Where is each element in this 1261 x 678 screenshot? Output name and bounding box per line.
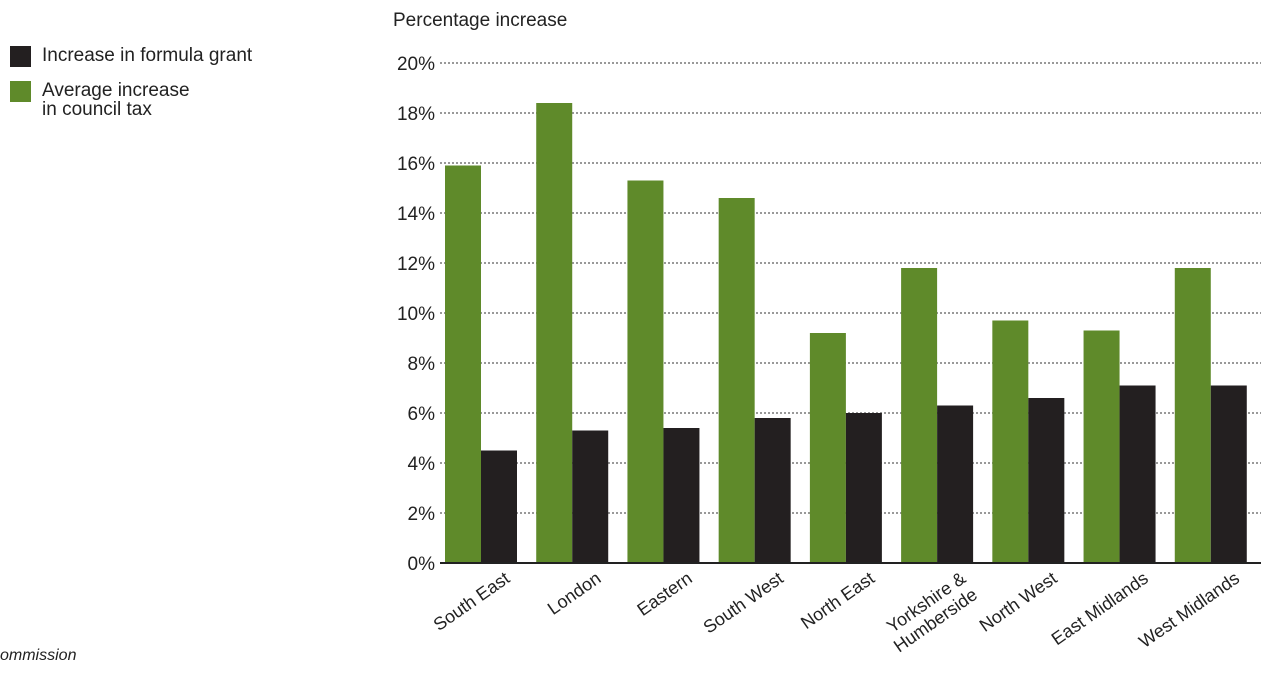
y-tick-label: 6% xyxy=(408,404,436,425)
x-tick-label: North East xyxy=(797,568,878,633)
y-tick-label: 16% xyxy=(397,154,435,175)
x-tick-label-line: South East xyxy=(430,568,514,635)
y-tick-label: 0% xyxy=(408,554,436,575)
bar-formula-grant xyxy=(663,428,700,563)
legend-swatch-formula-grant xyxy=(10,46,31,67)
y-tick-label: 2% xyxy=(408,504,436,525)
bar-council-tax xyxy=(1083,330,1120,563)
x-tick-label: West Midlands xyxy=(1135,568,1243,652)
bar-council-tax xyxy=(445,165,481,563)
bar-formula-grant xyxy=(1119,385,1156,563)
bar-council-tax xyxy=(718,198,755,563)
source-note: ommission xyxy=(0,647,77,664)
x-tick-label-line: South West xyxy=(700,568,787,638)
x-tick-label: North West xyxy=(976,568,1061,636)
x-tick-label: Yorkshire &Humberside xyxy=(878,568,980,656)
x-tick-label-line: West Midlands xyxy=(1135,568,1243,652)
bar-council-tax xyxy=(901,268,938,563)
legend-label-formula-grant: Increase in formula grant xyxy=(42,45,253,66)
x-tick-label: London xyxy=(544,568,605,619)
bar-formula-grant xyxy=(845,413,882,563)
legend-item-council-tax: Average increase in council tax xyxy=(10,81,302,119)
y-tick-label: 20% xyxy=(397,54,435,75)
bar-formula-grant xyxy=(1028,398,1065,563)
y-tick-label: 18% xyxy=(397,104,435,125)
legend-label-council-tax-line-2: in council tax xyxy=(42,99,152,120)
x-tick-label-line: North West xyxy=(976,568,1061,636)
bar-formula-grant xyxy=(572,430,609,563)
x-tick-label-line: North East xyxy=(797,568,878,633)
bar-formula-grant xyxy=(1210,385,1247,563)
legend-label-council-tax: Average increase in council tax xyxy=(42,81,302,119)
bar-council-tax xyxy=(992,320,1029,563)
x-tick-label-line: Eastern xyxy=(633,568,695,620)
bar-council-tax xyxy=(1174,268,1211,563)
y-tick-label: 4% xyxy=(408,454,436,475)
legend-label-council-tax-line-1: Average increase xyxy=(42,80,190,101)
x-tick-label: South West xyxy=(700,568,787,638)
bar-formula-grant xyxy=(754,418,791,563)
y-tick-label: 8% xyxy=(408,354,436,375)
y-tick-label: 10% xyxy=(397,304,435,325)
legend: Increase in formula grant Average increa… xyxy=(10,46,302,133)
y-tick-label: 12% xyxy=(397,254,435,275)
y-tick-label: 14% xyxy=(397,204,435,225)
x-tick-label: South East xyxy=(430,568,514,635)
x-tick-label-line: London xyxy=(544,568,605,619)
bar-formula-grant xyxy=(481,450,517,563)
x-tick-label: Eastern xyxy=(633,568,695,620)
bar-council-tax xyxy=(627,180,664,563)
y-axis-label: Percentage increase xyxy=(393,10,568,31)
legend-item-formula-grant: Increase in formula grant xyxy=(10,46,302,67)
legend-swatch-council-tax xyxy=(10,81,31,102)
bar-council-tax xyxy=(809,333,846,563)
bar-formula-grant xyxy=(937,405,974,563)
bar-council-tax xyxy=(536,103,573,563)
